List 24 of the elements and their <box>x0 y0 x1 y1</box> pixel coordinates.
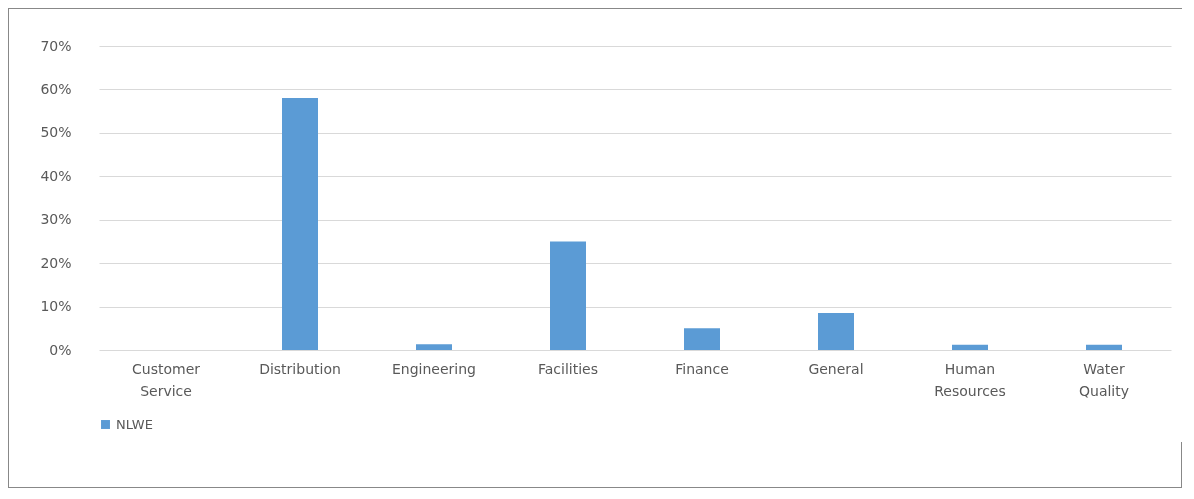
bar <box>282 98 318 350</box>
bar <box>416 344 452 350</box>
y-tick-label: 70% <box>40 37 72 54</box>
x-tick-label: Engineering <box>392 360 476 377</box>
y-tick-label: 10% <box>40 298 72 315</box>
legend-label: NLWE <box>116 416 153 432</box>
y-tick-label: 50% <box>40 124 72 141</box>
y-tick-label: 60% <box>40 80 72 97</box>
x-tick-label: Customer Service <box>131 360 201 399</box>
x-tick-label: Human Resources <box>934 360 1006 399</box>
y-tick-label: 20% <box>40 254 72 271</box>
bar <box>818 313 854 350</box>
bar <box>952 344 988 350</box>
x-tick-label: Facilities <box>538 360 598 377</box>
x-tick-label: Finance <box>675 360 729 377</box>
x-tick-label: General <box>808 360 864 377</box>
y-tick-label: 30% <box>40 211 72 228</box>
bar <box>1086 344 1122 350</box>
bar <box>684 328 720 350</box>
x-tick-label: Distribution <box>259 360 341 377</box>
y-tick-label: 0% <box>49 341 72 358</box>
x-tick-label: Water Quality <box>1078 360 1130 399</box>
y-tick-label: 40% <box>40 167 72 184</box>
bar <box>550 241 586 350</box>
